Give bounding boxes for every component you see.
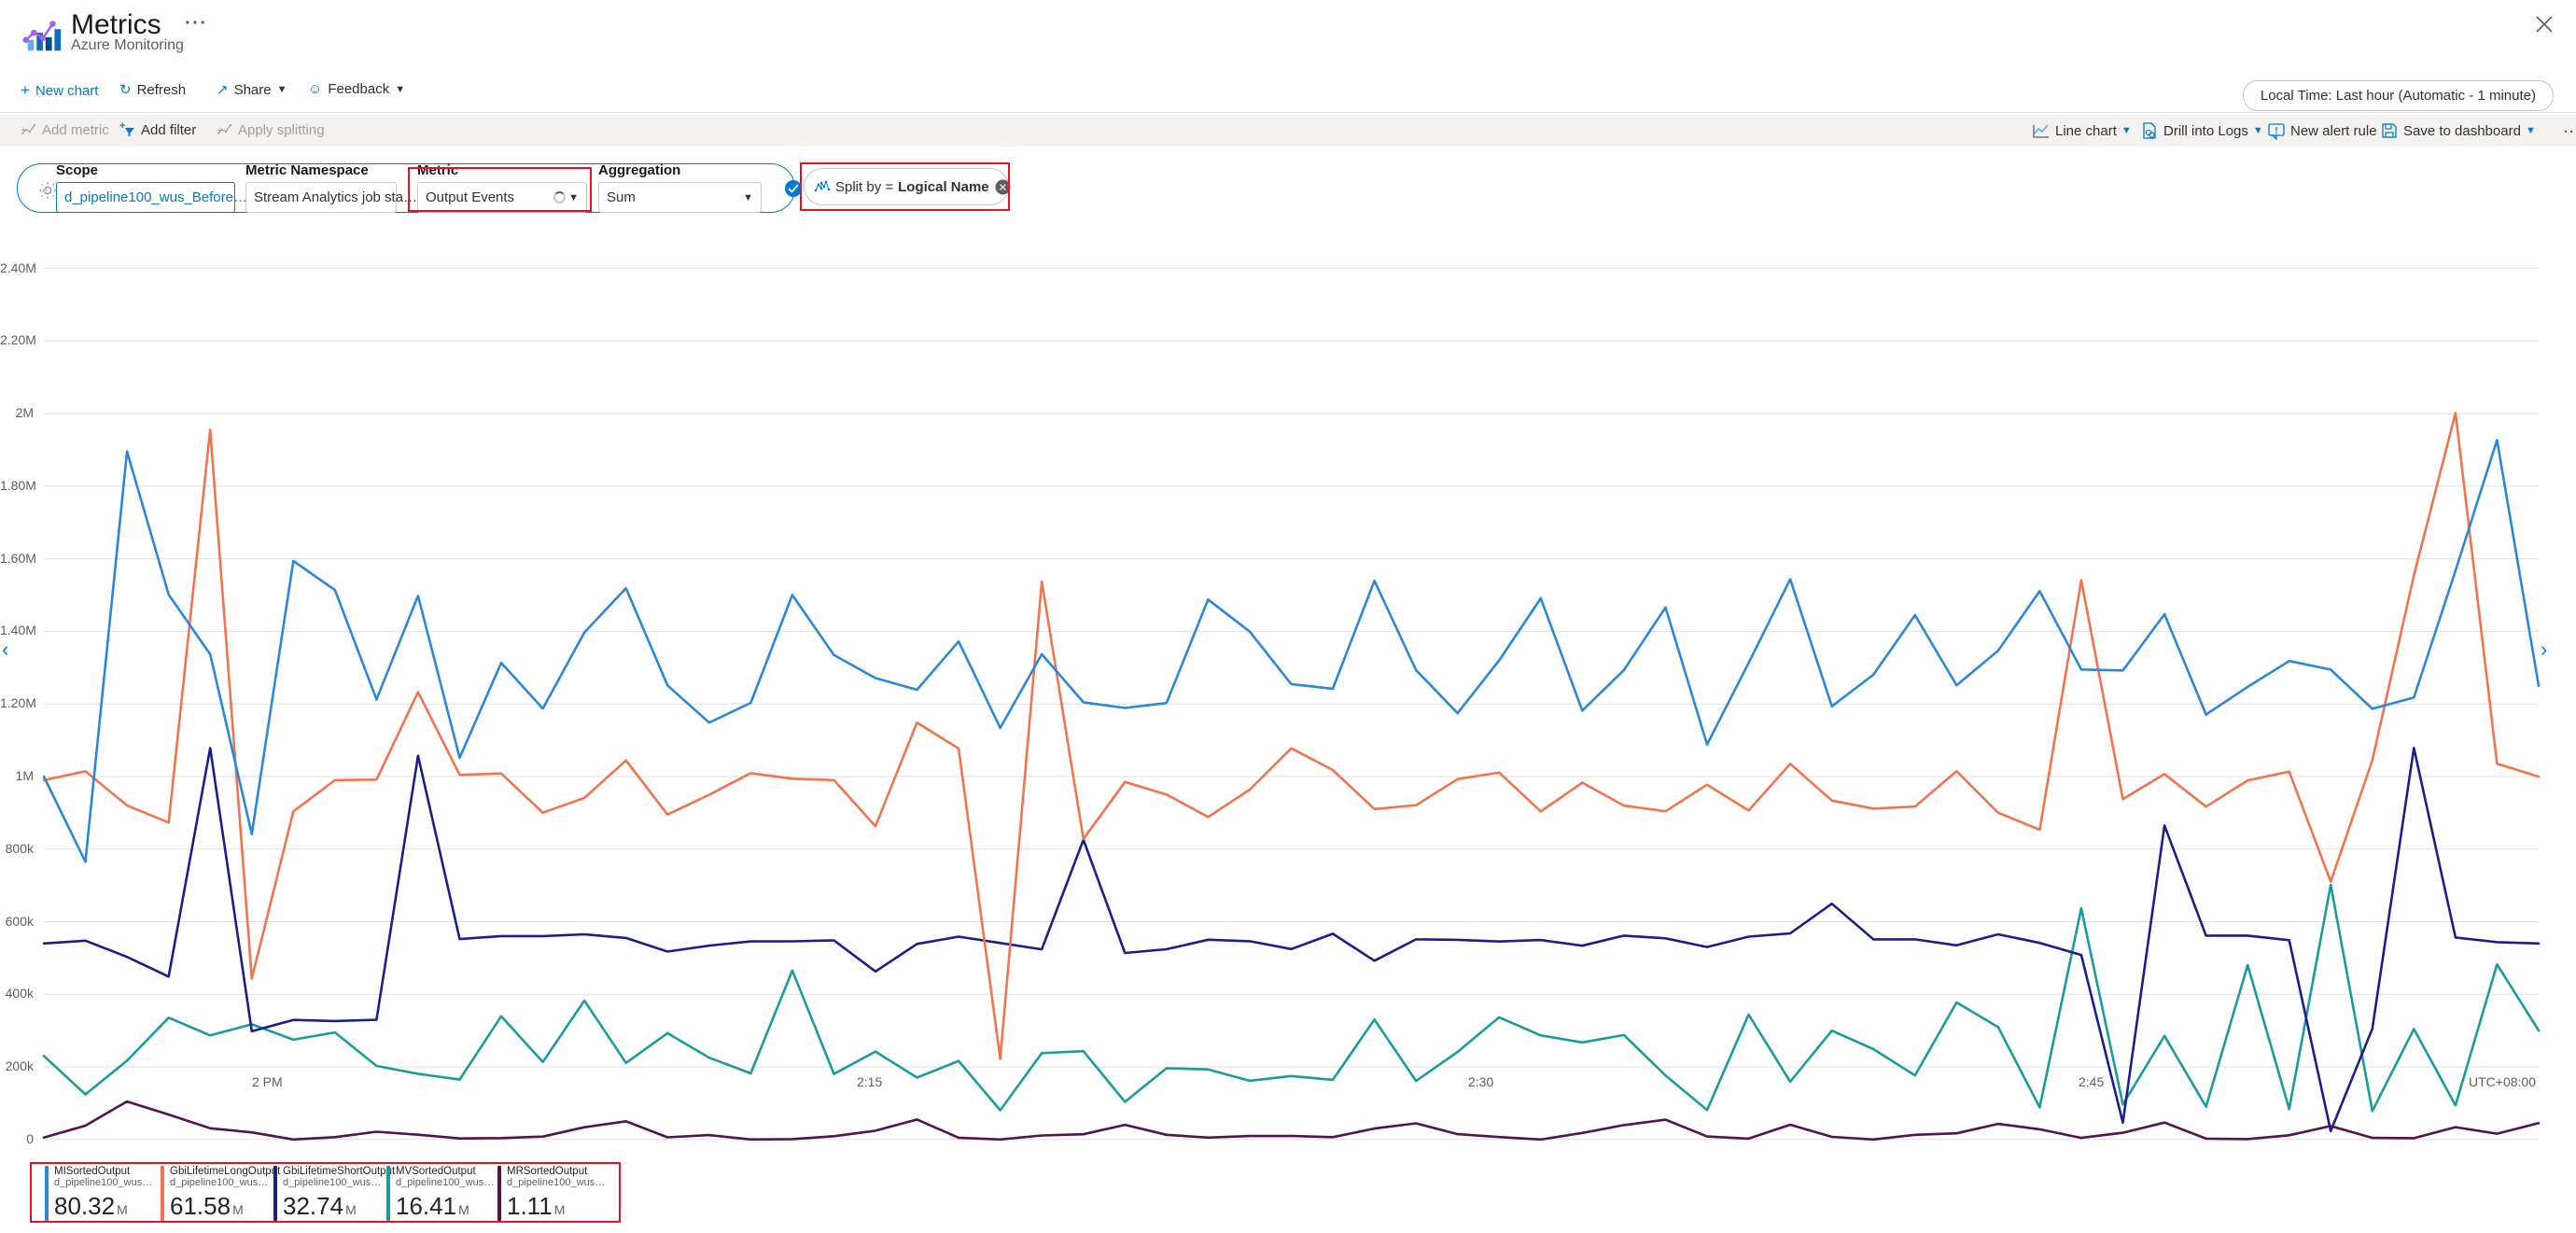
svg-text:+: +: [119, 121, 125, 132]
